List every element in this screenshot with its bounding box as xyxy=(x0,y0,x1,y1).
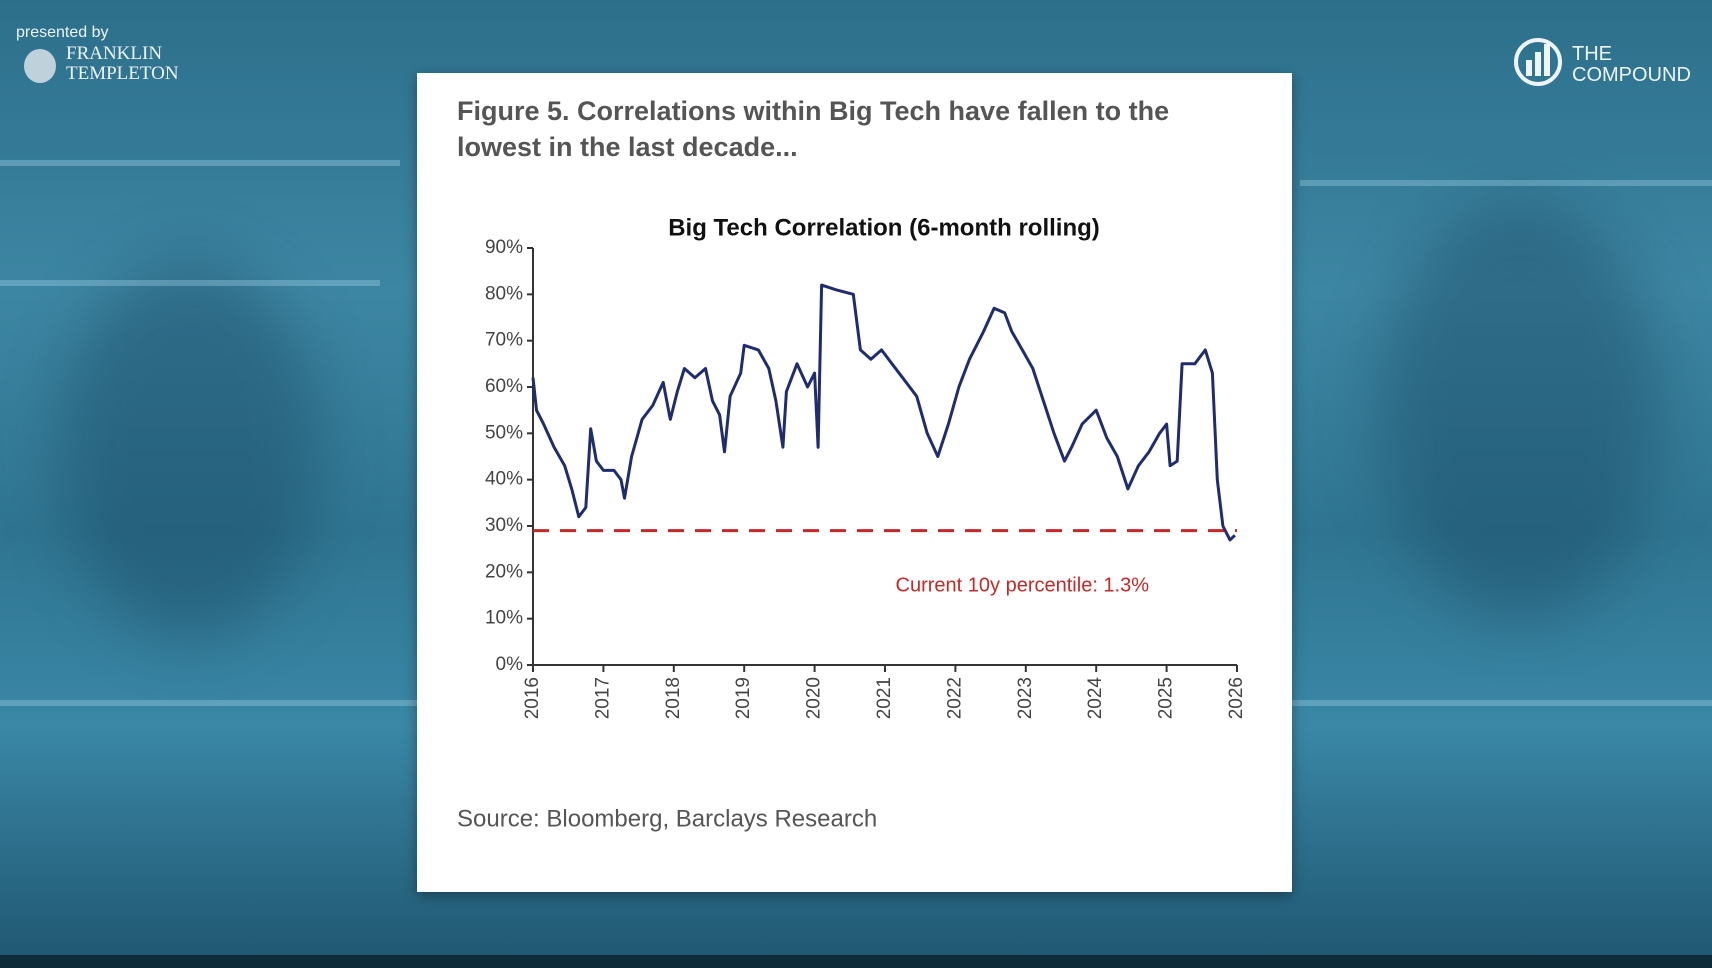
figure-title: lowest in the last decade... xyxy=(457,132,798,162)
background-streak xyxy=(1290,700,1712,706)
chart-title: Big Tech Correlation (6-month rolling) xyxy=(668,214,1100,241)
x-tick-label: 2026 xyxy=(1226,677,1247,719)
channel-line: THE xyxy=(1572,43,1612,65)
presented-by: presented by xyxy=(16,24,109,41)
series-line xyxy=(531,283,1236,542)
x-tick-label: 2023 xyxy=(1015,677,1036,719)
y-tick-label: 70% xyxy=(485,330,523,351)
annotation: Current 10y percentile: 1.3% xyxy=(896,575,1150,597)
chart: Figure 5. Correlations within Big Tech h… xyxy=(457,96,1247,832)
figure-title: Figure 5. Correlations within Big Tech h… xyxy=(457,96,1169,126)
x-tick-label: 2016 xyxy=(522,677,543,719)
channel-name: THE COMPOUND xyxy=(1572,44,1691,86)
x-tick-label: 2019 xyxy=(733,677,754,719)
y-tick-label: 30% xyxy=(485,515,523,536)
x-tick-label: 2018 xyxy=(663,677,684,719)
y-tick-label: 40% xyxy=(485,469,523,490)
y-tick-label: 20% xyxy=(485,561,523,582)
x-tick-label: 2017 xyxy=(592,677,613,719)
y-tick-label: 80% xyxy=(485,283,523,304)
x-tick-label: 2025 xyxy=(1156,677,1177,719)
y-tick-label: 90% xyxy=(485,237,523,258)
background-shape xyxy=(1380,200,1660,620)
y-tick-label: 0% xyxy=(496,654,524,675)
y-tick-label: 60% xyxy=(485,376,523,397)
channel-logo xyxy=(1514,38,1562,86)
x-tick-label: 2024 xyxy=(1085,677,1106,720)
presenter-name: FRANKLIN TEMPLETON xyxy=(66,44,179,84)
y-tick-label: 10% xyxy=(485,608,523,629)
source-note: Source: Bloomberg, Barclays Research xyxy=(457,805,877,832)
background-shape xyxy=(60,260,320,640)
figure-card: Figure 5. Correlations within Big Tech h… xyxy=(417,73,1292,892)
presenter-line: TEMPLETON xyxy=(66,63,179,84)
x-tick-label: 2020 xyxy=(804,677,825,719)
background-streak xyxy=(0,700,420,706)
background-streak xyxy=(0,160,400,166)
channel-line: COMPOUND xyxy=(1572,64,1691,86)
presenter-line: FRANKLIN xyxy=(66,43,163,64)
presenter-logo xyxy=(24,49,56,83)
x-tick-label: 2022 xyxy=(944,677,965,719)
y-tick-label: 50% xyxy=(485,422,523,443)
background-streak xyxy=(0,280,380,286)
x-tick-label: 2021 xyxy=(874,677,895,719)
background-streak xyxy=(1300,180,1712,186)
bottom-bar xyxy=(0,955,1712,968)
